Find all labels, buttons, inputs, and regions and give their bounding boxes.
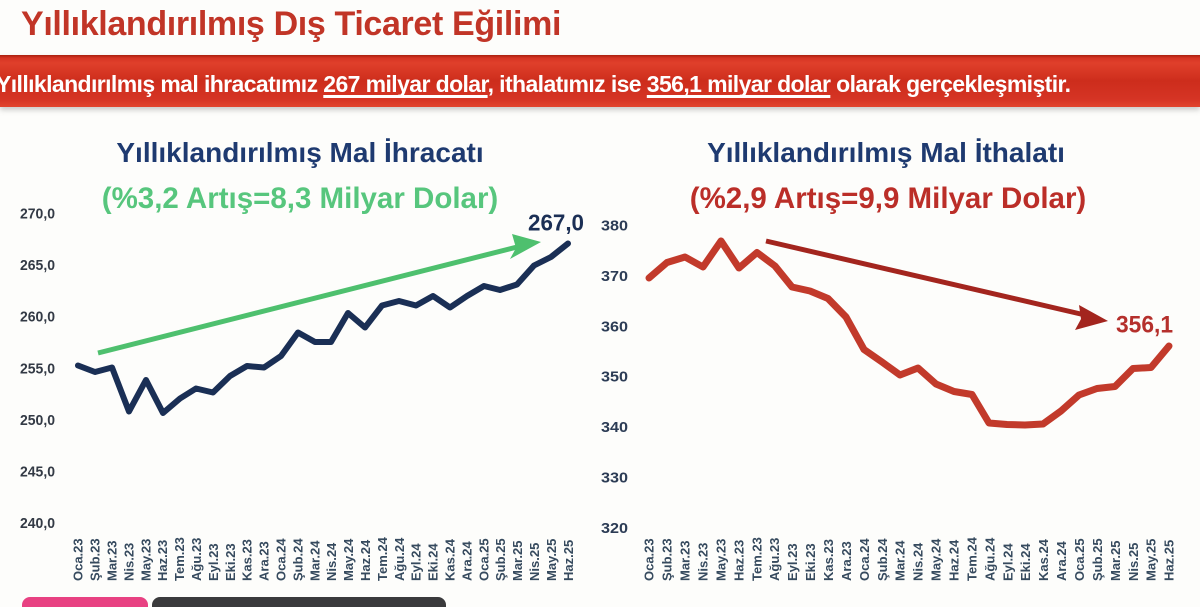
svg-text:340: 340 — [601, 419, 628, 436]
svg-text:270,0: 270,0 — [20, 206, 55, 223]
svg-text:Haz.23: Haz.23 — [731, 540, 746, 581]
svg-text:Ara.23: Ara.23 — [839, 541, 854, 581]
svg-text:265,0: 265,0 — [20, 257, 55, 274]
svg-text:Mar.23: Mar.23 — [105, 541, 120, 581]
svg-text:Şub.25: Şub.25 — [493, 538, 508, 581]
svg-text:Ağu.24: Ağu.24 — [982, 537, 997, 581]
svg-text:Ara.24: Ara.24 — [459, 540, 474, 581]
svg-text:255,0: 255,0 — [20, 360, 55, 377]
svg-text:Nis.24: Nis.24 — [911, 542, 926, 581]
svg-text:Oca.24: Oca.24 — [274, 538, 289, 581]
svg-text:Ağu.23: Ağu.23 — [189, 538, 204, 581]
svg-text:Eki.23: Eki.23 — [223, 543, 238, 581]
svg-text:356,1: 356,1 — [1116, 312, 1173, 339]
svg-text:May.24: May.24 — [929, 538, 944, 581]
svg-text:Eyl.24: Eyl.24 — [409, 543, 424, 581]
svg-text:Kas.24: Kas.24 — [1036, 538, 1051, 581]
svg-text:380: 380 — [601, 218, 628, 235]
svg-text:Haz.24: Haz.24 — [947, 539, 962, 581]
svg-text:Şub.25: Şub.25 — [1090, 538, 1105, 581]
svg-text:Eyl.23: Eyl.23 — [785, 543, 800, 581]
svg-text:Haz.23: Haz.23 — [155, 540, 170, 581]
svg-text:Kas.23: Kas.23 — [821, 539, 836, 581]
svg-text:245,0: 245,0 — [20, 464, 55, 481]
svg-text:330: 330 — [601, 470, 628, 487]
svg-text:Oca.24: Oca.24 — [857, 538, 872, 581]
svg-text:Ara.23: Ara.23 — [257, 541, 272, 581]
svg-text:Nis.24: Nis.24 — [324, 542, 339, 581]
svg-text:Ara.24: Ara.24 — [1054, 540, 1069, 581]
svg-text:Ağu.24: Ağu.24 — [392, 537, 407, 581]
svg-text:Tem.23: Tem.23 — [172, 537, 187, 581]
svg-text:250,0: 250,0 — [20, 412, 55, 429]
svg-text:Eyl.24: Eyl.24 — [1000, 543, 1015, 581]
svg-text:Tem.24: Tem.24 — [964, 536, 979, 581]
svg-text:Ağu.23: Ağu.23 — [767, 538, 782, 581]
svg-text:May.23: May.23 — [713, 539, 728, 581]
svg-text:Eki.24: Eki.24 — [426, 543, 441, 581]
svg-text:Haz.25: Haz.25 — [1162, 540, 1177, 581]
svg-text:Eyl.23: Eyl.23 — [206, 543, 221, 581]
svg-text:Şub.24: Şub.24 — [875, 538, 890, 581]
svg-text:350: 350 — [601, 369, 628, 386]
svg-text:Oca.23: Oca.23 — [71, 538, 86, 581]
svg-text:Oca.25: Oca.25 — [1072, 538, 1087, 581]
svg-text:267,0: 267,0 — [528, 210, 584, 236]
svg-text:360: 360 — [601, 318, 628, 335]
svg-text:Mar.23: Mar.23 — [678, 541, 693, 581]
svg-text:370: 370 — [601, 268, 628, 285]
svg-text:May.25: May.25 — [544, 539, 559, 581]
svg-text:Nis.25: Nis.25 — [1126, 543, 1141, 581]
svg-text:May.23: May.23 — [138, 539, 153, 581]
svg-text:Oca.23: Oca.23 — [642, 538, 657, 581]
svg-text:Haz.24: Haz.24 — [358, 539, 373, 581]
svg-text:Haz.25: Haz.25 — [561, 540, 576, 581]
svg-text:Oca.25: Oca.25 — [476, 538, 491, 581]
svg-text:Tem.24: Tem.24 — [375, 536, 390, 581]
svg-text:Eki.24: Eki.24 — [1018, 543, 1033, 581]
svg-text:Kas.24: Kas.24 — [443, 538, 458, 581]
svg-text:May.25: May.25 — [1144, 539, 1159, 581]
svg-text:Kas.23: Kas.23 — [240, 539, 255, 581]
svg-text:Nis.23: Nis.23 — [696, 543, 711, 581]
svg-text:Mar.25: Mar.25 — [1108, 541, 1123, 581]
svg-text:Nis.25: Nis.25 — [527, 543, 542, 581]
svg-text:May.24: May.24 — [341, 538, 356, 581]
svg-text:Eki.23: Eki.23 — [803, 543, 818, 581]
svg-text:Mar.24: Mar.24 — [307, 540, 322, 581]
svg-text:Mar.24: Mar.24 — [893, 540, 908, 581]
svg-text:Tem.23: Tem.23 — [749, 537, 764, 581]
svg-text:260,0: 260,0 — [20, 309, 55, 326]
svg-text:320: 320 — [601, 520, 628, 537]
svg-text:Nis.23: Nis.23 — [121, 543, 136, 581]
svg-text:Şub.23: Şub.23 — [88, 538, 103, 581]
svg-text:Şub.23: Şub.23 — [660, 538, 675, 581]
svg-text:Şub.24: Şub.24 — [290, 538, 305, 581]
svg-text:240,0: 240,0 — [20, 515, 55, 532]
svg-text:Mar.25: Mar.25 — [510, 541, 525, 581]
